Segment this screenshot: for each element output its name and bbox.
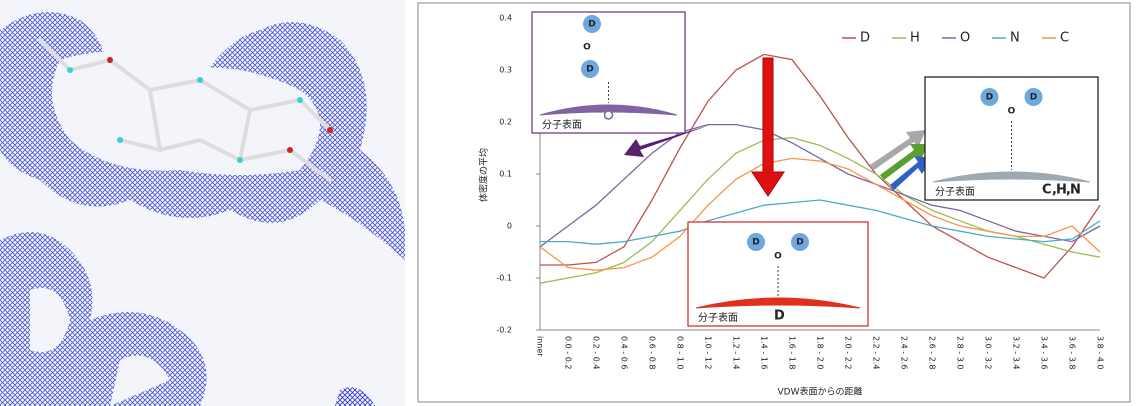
y-tick-label: 0.4 <box>499 14 512 23</box>
surface-label: 分子表面 <box>542 118 582 131</box>
atom-label: D <box>588 20 595 30</box>
x-tick-label: 0.8 - 1.0 <box>676 336 685 369</box>
y-tick-label: -0.1 <box>496 274 512 283</box>
atom-label: D <box>752 238 759 248</box>
x-tick-label: 3.4 - 3.6 <box>1040 336 1049 369</box>
surface-label: 分子表面 <box>698 311 738 324</box>
molecule-image <box>0 0 405 406</box>
x-tick-label: 2.6 - 2.8 <box>928 336 937 369</box>
probe-atom <box>605 111 613 119</box>
x-tick-label: 2.4 - 2.6 <box>900 336 909 369</box>
x-tick-label: 1.2 - 1.4 <box>732 336 741 369</box>
probe-label: C <box>1042 183 1052 198</box>
atom-label: D <box>1030 93 1037 103</box>
x-tick-label: 1.8 - 2.0 <box>816 336 825 369</box>
x-tick-label: 2.0 - 2.2 <box>844 336 853 369</box>
probe-label: N <box>1070 183 1081 198</box>
legend-label: H <box>910 31 920 46</box>
x-tick-label: 3.2 - 3.4 <box>1012 336 1021 369</box>
y-axis-label: 体密度の平均 <box>478 148 490 202</box>
x-tick-label: 1.6 - 1.8 <box>788 336 797 369</box>
x-tick-label: 0.2 - 0.4 <box>592 336 601 369</box>
legend-label: O <box>960 31 970 46</box>
x-tick-label: 1.0 - 1.2 <box>704 336 713 369</box>
y-tick-label: 0 <box>507 222 512 231</box>
x-tick-label: 3.0 - 3.2 <box>984 336 993 369</box>
x-tick-label: 3.8 - 4.0 <box>1096 336 1105 369</box>
x-tick-label: 3.6 - 3.8 <box>1068 336 1077 369</box>
x-tick-label: 0.4 - 0.6 <box>620 336 629 369</box>
x-tick-label: 2.8 - 3.0 <box>956 336 965 369</box>
atom-label: D <box>796 238 803 248</box>
x-tick-label: 0.6 - 0.8 <box>648 336 657 369</box>
legend-label: N <box>1010 31 1020 46</box>
atom-label: O <box>583 43 591 53</box>
probe-label: D <box>774 309 785 324</box>
surface-label: 分子表面 <box>935 185 975 198</box>
x-tick-label: 0.0 - 0.2 <box>564 336 573 369</box>
x-tick-label: 1.4 - 1.6 <box>760 336 769 369</box>
atom-label: O <box>774 252 782 262</box>
atom-label: D <box>986 93 993 103</box>
x-axis-label: VDW表面からの距離 <box>778 386 863 398</box>
y-tick-label: 0.2 <box>499 118 512 127</box>
legend-label: C <box>1060 31 1069 46</box>
chart-frame <box>418 3 1130 402</box>
figure: 体密度の平均 VDW表面からの距離 -0.2 -0.1 0 0.1 0.2 0.3 0.4 i… <box>0 0 1136 406</box>
x-tick-label: inner <box>536 336 545 357</box>
page: {"chart_data": {"type": "line", "x_label… <box>0 0 1136 406</box>
y-tick-label: 0.1 <box>499 170 512 179</box>
atom-label: D <box>586 65 593 75</box>
x-tick-label: 2.2 - 2.4 <box>872 336 881 369</box>
atom-label: O <box>1008 107 1016 117</box>
y-tick-label: -0.2 <box>496 326 512 335</box>
legend-label: D <box>860 31 870 46</box>
y-tick-label: 0.3 <box>499 66 512 75</box>
